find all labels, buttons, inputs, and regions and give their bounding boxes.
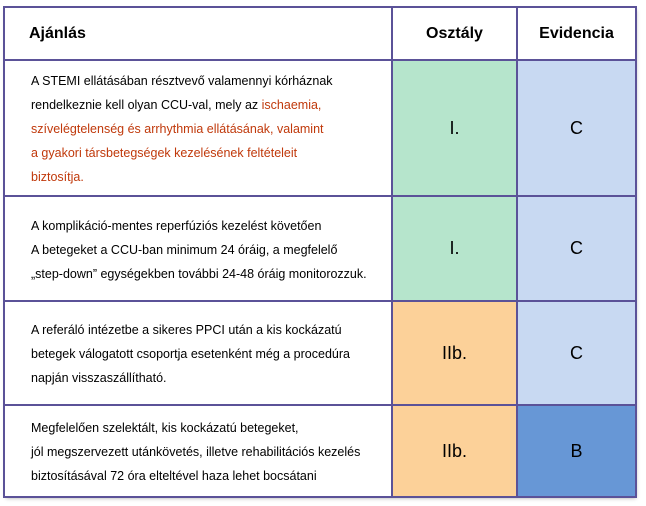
text-line-highlight: szívelégtelenség és arrhythmia ellátásán… — [31, 122, 324, 136]
table-row: Megfelelően szelektált, kis kockázatú be… — [3, 404, 637, 498]
text-line: napján visszaszállítható. — [31, 371, 167, 385]
header-row: Ajánlás Osztály Evidencia — [3, 6, 637, 61]
header-evidence: Evidencia — [516, 6, 637, 61]
table-row: A STEMI ellátásában résztvevő valamennyi… — [3, 59, 637, 197]
text-line: biztosításával 72 óra elteltével haza le… — [31, 469, 317, 483]
class-cell: I. — [391, 59, 518, 197]
evidence-cell: C — [516, 300, 637, 406]
class-cell: IIb. — [391, 300, 518, 406]
table-row: A referáló intézetbe a sikeres PPCI után… — [3, 300, 637, 406]
class-cell: I. — [391, 195, 518, 302]
text-line: A betegeket a CCU-ban minimum 24 óráig, … — [31, 242, 338, 257]
evidence-cell: B — [516, 404, 637, 498]
text-line: Megfelelően szelektált, kis kockázatú be… — [31, 421, 299, 435]
recommendation-table: Ajánlás Osztály Evidencia A STEMI ellátá… — [3, 6, 637, 498]
class-cell: IIb. — [391, 404, 518, 498]
recommendation-text: A STEMI ellátásában résztvevő valamennyi… — [3, 59, 393, 197]
recommendation-text: Megfelelően szelektált, kis kockázatú be… — [3, 404, 393, 498]
text-line-highlight: a gyakori társbetegségek kezelésének fel… — [31, 146, 298, 160]
text-line: rendelkeznie kell olyan CCU-val, mely az… — [31, 98, 322, 112]
text-line: A STEMI ellátásában résztvevő valamennyi… — [31, 74, 333, 88]
table-row: A komplikáció-mentes reperfúziós kezelés… — [3, 195, 637, 302]
header-class: Osztály — [391, 6, 518, 61]
text-line-highlight: biztosítja. — [31, 170, 84, 184]
text-line: betegek válogatott csoportja esetenként … — [31, 347, 350, 361]
recommendation-text: A komplikáció-mentes reperfúziós kezelés… — [3, 195, 393, 302]
text-line: „step-down” egységekben további 24-48 ór… — [31, 266, 367, 281]
evidence-cell: C — [516, 195, 637, 302]
header-recommendation: Ajánlás — [3, 6, 393, 61]
recommendation-text: A referáló intézetbe a sikeres PPCI után… — [3, 300, 393, 406]
text-line: A komplikáció-mentes reperfúziós kezelés… — [31, 218, 322, 233]
text-line: jól megszervezett utánkövetés, illetve r… — [31, 445, 361, 459]
evidence-cell: C — [516, 59, 637, 197]
text-line: A referáló intézetbe a sikeres PPCI után… — [31, 323, 342, 337]
